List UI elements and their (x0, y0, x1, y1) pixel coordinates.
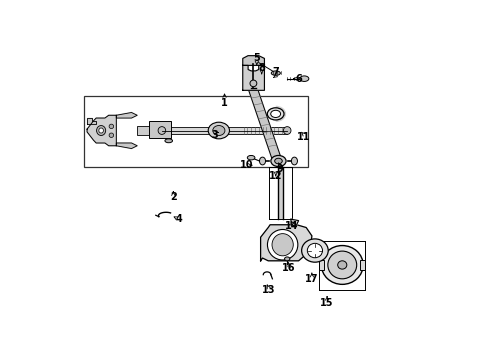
Polygon shape (87, 115, 116, 146)
Ellipse shape (109, 124, 114, 129)
Text: 2: 2 (170, 192, 177, 202)
Ellipse shape (247, 156, 255, 160)
Ellipse shape (328, 251, 357, 279)
Polygon shape (87, 118, 96, 123)
Bar (319, 260, 324, 270)
Polygon shape (261, 225, 312, 261)
Ellipse shape (268, 108, 284, 120)
Ellipse shape (158, 127, 166, 134)
Bar (137, 126, 162, 135)
Text: 10: 10 (240, 160, 253, 170)
Ellipse shape (275, 158, 282, 164)
Ellipse shape (302, 239, 328, 262)
Text: 8: 8 (258, 63, 265, 73)
Ellipse shape (271, 71, 280, 75)
Ellipse shape (109, 133, 114, 138)
Bar (84, 96, 308, 167)
Ellipse shape (250, 80, 257, 87)
Text: 15: 15 (320, 298, 334, 308)
Ellipse shape (260, 157, 266, 165)
Ellipse shape (300, 76, 309, 81)
Ellipse shape (213, 126, 225, 135)
Text: 5: 5 (253, 53, 260, 63)
Text: 4: 4 (175, 214, 182, 224)
Bar (361, 260, 365, 270)
Polygon shape (116, 112, 137, 118)
Bar (278, 167, 283, 219)
Ellipse shape (307, 243, 322, 258)
Ellipse shape (99, 128, 103, 133)
Ellipse shape (97, 126, 106, 135)
Ellipse shape (208, 122, 229, 139)
Ellipse shape (270, 110, 281, 117)
Ellipse shape (272, 234, 294, 256)
Polygon shape (249, 90, 281, 161)
Polygon shape (243, 56, 265, 66)
Bar (162, 127, 287, 134)
Ellipse shape (283, 127, 291, 134)
Ellipse shape (165, 139, 172, 143)
Text: 13: 13 (262, 285, 275, 296)
Text: 17: 17 (305, 274, 318, 284)
Ellipse shape (321, 246, 363, 284)
Text: 9: 9 (276, 164, 283, 174)
Ellipse shape (285, 257, 290, 261)
Text: 11: 11 (297, 132, 310, 143)
Polygon shape (291, 219, 298, 226)
Polygon shape (116, 143, 137, 149)
Text: 6: 6 (295, 74, 302, 84)
Ellipse shape (338, 261, 347, 269)
Text: 16: 16 (282, 263, 296, 273)
Text: 12: 12 (269, 171, 283, 181)
Ellipse shape (271, 156, 286, 167)
Text: 1: 1 (221, 98, 228, 108)
Ellipse shape (292, 157, 297, 165)
Ellipse shape (268, 229, 298, 260)
Bar (148, 121, 172, 138)
Text: 7: 7 (272, 67, 279, 77)
Text: 14: 14 (285, 221, 299, 231)
Text: 3: 3 (212, 130, 219, 140)
Polygon shape (243, 66, 265, 90)
